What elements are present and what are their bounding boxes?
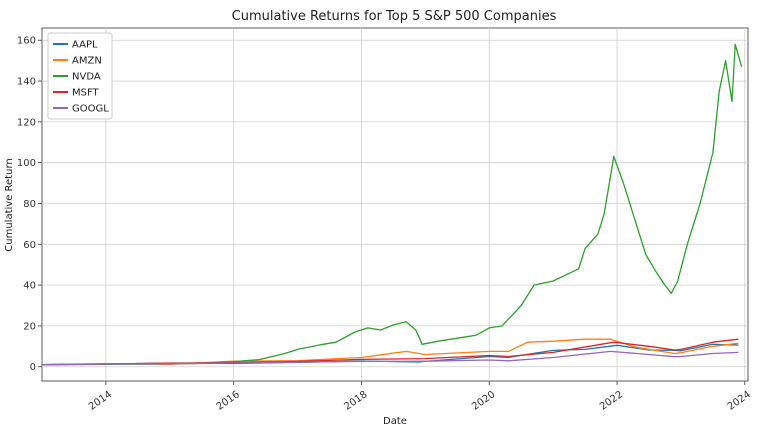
x-tick-label: 2022 — [598, 389, 625, 413]
x-axis-ticks: 2014 2016 2018 2020 2022 2024 — [87, 381, 753, 413]
series-line-googl — [41, 350, 739, 366]
y-tick-label: 100 — [17, 158, 36, 169]
x-tick-label: 2014 — [87, 389, 114, 413]
plot-frame — [41, 27, 749, 382]
legend-label-msft: MSFT — [72, 88, 100, 99]
y-tick-label: 60 — [23, 240, 36, 251]
y-tick-label: 20 — [23, 321, 36, 332]
x-axis-label: Date — [383, 416, 407, 427]
y-axis-label: Cumulative Return — [4, 158, 15, 251]
x-tick-label: 2024 — [726, 389, 753, 413]
x-tick-label: 2016 — [215, 389, 242, 413]
legend-label-aapl: AAPL — [72, 40, 98, 51]
legend-label-nvda: NVDA — [72, 72, 101, 83]
grid — [42, 28, 748, 381]
y-tick-label: 120 — [17, 117, 36, 128]
y-tick-label: 40 — [23, 281, 36, 292]
series-line-nvda — [41, 43, 743, 366]
chart-title: Cumulative Returns for Top 5 S&P 500 Com… — [232, 9, 557, 24]
legend: AAPL AMZN NVDA MSFT GOOGL — [47, 32, 113, 120]
y-tick-label: 160 — [17, 36, 36, 47]
x-tick-label: 2018 — [342, 389, 369, 413]
series-lines — [41, 43, 743, 366]
legend-box — [47, 32, 113, 120]
y-tick-label: 80 — [23, 199, 36, 210]
x-tick-label: 2020 — [470, 389, 497, 413]
legend-label-amzn: AMZN — [72, 56, 102, 67]
y-axis-ticks: 0 20 40 60 80 100 120 140 160 — [17, 36, 42, 373]
legend-label-googl: GOOGL — [72, 104, 109, 115]
y-tick-label: 140 — [17, 77, 36, 88]
y-tick-label: 0 — [30, 362, 36, 373]
